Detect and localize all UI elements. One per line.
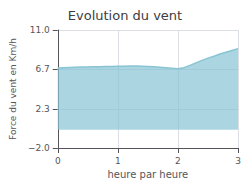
svg-text:Evolution du vent: Evolution du vent [68, 8, 182, 23]
svg-text:1: 1 [115, 156, 121, 166]
svg-text:2.3: 2.3 [35, 104, 49, 114]
svg-text:2: 2 [175, 156, 181, 166]
svg-text:6.7: 6.7 [35, 64, 49, 74]
svg-text:heure par heure: heure par heure [108, 169, 189, 180]
svg-text:0: 0 [55, 156, 61, 166]
svg-text:3: 3 [235, 156, 241, 166]
svg-text:11.0: 11.0 [30, 25, 50, 35]
svg-text:−2.0: −2.0 [28, 143, 50, 153]
svg-text:Force du vent en Km/h: Force du vent en Km/h [8, 38, 18, 140]
